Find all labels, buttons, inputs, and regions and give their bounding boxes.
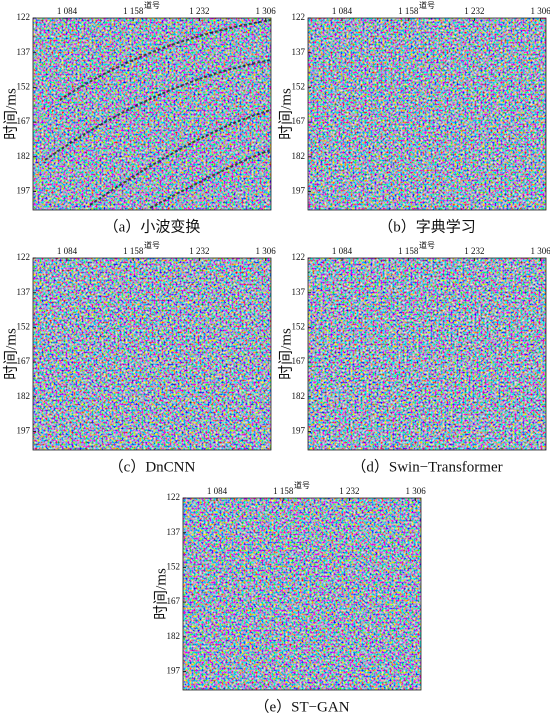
panel: 道号 1 084 1 158 1 232 1 306 122 137 152 167 182 197…: [277, 0, 550, 235]
y-tick-label: 167: [292, 356, 306, 366]
panel: 道号 1 084 1 158 1 232 1 306 122 137 152 167 182 197…: [152, 480, 426, 716]
y-tick-label: 182: [17, 151, 31, 161]
y-axis-label: 时间/ms: [152, 568, 169, 620]
x-tick-label: 1 158: [398, 6, 419, 16]
frame: [32, 17, 272, 211]
y-tick-label: 152: [167, 561, 181, 571]
x-tick-label: 1 084: [57, 6, 78, 16]
x-tick-label: 1 158: [398, 246, 419, 256]
frame: [307, 17, 547, 211]
x-tick-label: 1 232: [464, 6, 484, 16]
x-tick-label: 1 084: [332, 246, 353, 256]
y-axis-label: 时间/ms: [2, 88, 19, 140]
x-tick-label: 1 158: [123, 246, 144, 256]
y-tick-label: 152: [17, 81, 31, 91]
x-axis-label: 道号: [144, 0, 160, 10]
y-tick-label: 167: [292, 116, 306, 126]
y-tick-label: 137: [17, 287, 31, 297]
caption: （b）字典学习: [378, 218, 476, 235]
y-tick-label: 197: [17, 426, 31, 436]
caption: （e）ST−GAN: [254, 698, 349, 715]
x-tick-label: 1 084: [207, 486, 228, 496]
y-tick-label: 122: [292, 12, 306, 22]
y-axis-label: 时间/ms: [277, 328, 294, 380]
x-tick-label: 1 158: [123, 6, 144, 16]
x-axis-label: 道号: [419, 0, 435, 10]
event-curve: [149, 149, 271, 209]
y-tick-label: 197: [292, 426, 306, 436]
x-axis-label: 道号: [419, 240, 435, 250]
x-tick-label: 1 306: [256, 246, 277, 256]
seismic-image: [308, 18, 546, 210]
seismic-image: [183, 498, 421, 690]
y-tick-label: 122: [167, 492, 181, 502]
y-tick-label: 182: [292, 151, 306, 161]
x-tick-label: 1 232: [189, 6, 209, 16]
x-tick-label: 1 232: [339, 486, 359, 496]
x-tick-label: 1 158: [273, 486, 294, 496]
event-curve: [59, 19, 271, 101]
y-tick-label: 197: [167, 666, 181, 676]
panel: 道号 1 084 1 158 1 232 1 306 122 137 152 167 182 197…: [277, 240, 550, 476]
y-tick-label: 122: [17, 12, 31, 22]
y-axis-label: 时间/ms: [2, 328, 19, 380]
y-tick-label: 122: [292, 252, 306, 262]
seismic-image: [33, 258, 271, 450]
caption: （c）DnCNN: [109, 458, 196, 475]
x-tick-label: 1 232: [189, 246, 209, 256]
frame: [182, 497, 422, 691]
y-tick-label: 152: [292, 81, 306, 91]
y-axis-label: 时间/ms: [277, 88, 294, 140]
x-tick-label: 1 084: [332, 6, 353, 16]
y-tick-label: 182: [167, 631, 181, 641]
y-tick-label: 137: [167, 527, 181, 537]
caption: （a）小波变换: [104, 218, 201, 235]
y-tick-label: 197: [292, 186, 306, 196]
y-tick-label: 167: [167, 596, 181, 606]
panel: 道号 1 084 1 158 1 232 1 306 122 137 152 167 182 197…: [2, 0, 276, 235]
y-tick-label: 137: [17, 47, 31, 57]
caption: （d）Swin−Transformer: [351, 458, 502, 475]
x-tick-label: 1 306: [531, 246, 550, 256]
frame: [32, 257, 272, 451]
x-axis-label: 道号: [294, 480, 310, 490]
y-tick-label: 167: [17, 356, 31, 366]
y-tick-label: 182: [292, 391, 306, 401]
frame: [307, 257, 547, 451]
y-tick-label: 152: [17, 321, 31, 331]
y-tick-label: 137: [292, 287, 306, 297]
panel: 道号 1 084 1 158 1 232 1 306 122 137 152 167 182 197…: [2, 240, 276, 476]
y-tick-label: 182: [17, 391, 31, 401]
event-curve: [89, 109, 271, 206]
x-tick-label: 1 084: [57, 246, 78, 256]
y-tick-label: 167: [17, 116, 31, 126]
x-tick-label: 1 232: [464, 246, 484, 256]
event-curve: [44, 59, 271, 161]
seismic-image: [33, 18, 271, 210]
x-axis-label: 道号: [144, 240, 160, 250]
y-tick-label: 197: [17, 186, 31, 196]
y-tick-label: 152: [292, 321, 306, 331]
x-tick-label: 1 306: [406, 486, 427, 496]
x-tick-label: 1 306: [531, 6, 550, 16]
y-tick-label: 137: [292, 47, 306, 57]
seismic-image: [308, 258, 546, 450]
x-tick-label: 1 306: [256, 6, 277, 16]
y-tick-label: 122: [17, 252, 31, 262]
